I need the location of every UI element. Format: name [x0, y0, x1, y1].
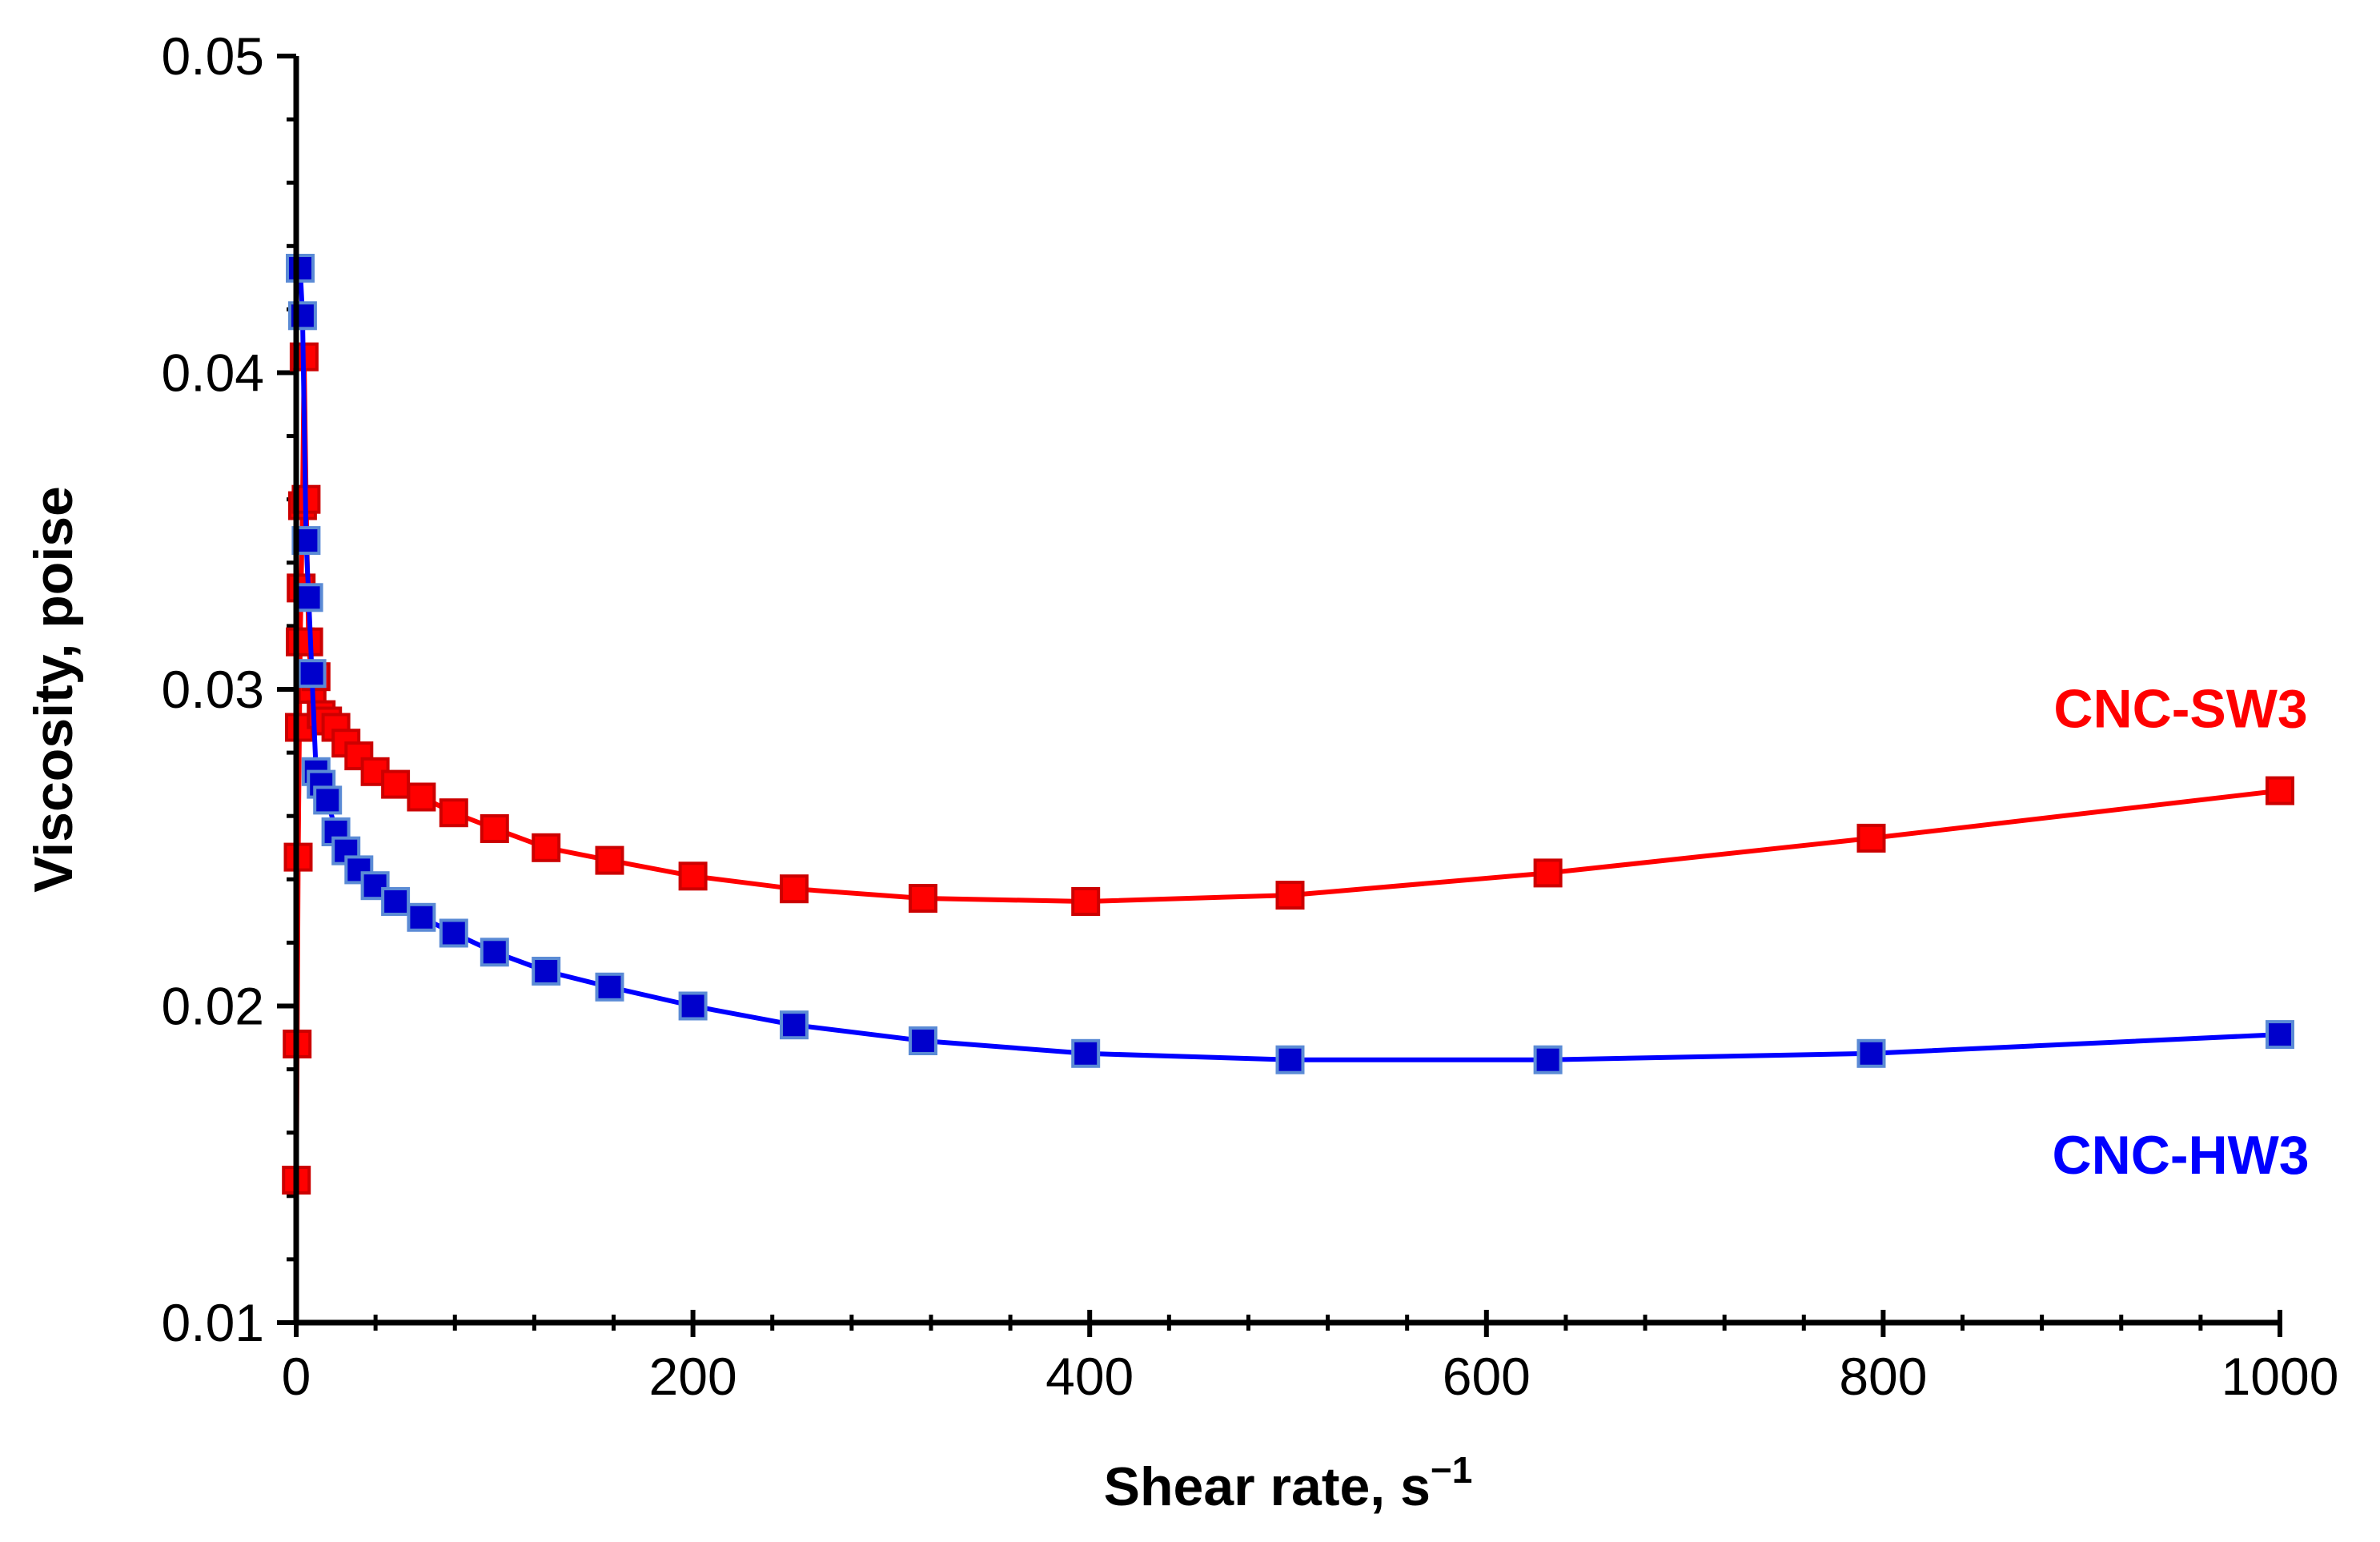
tick-labels: 0 200 400 600 800 1000 0.01 0.02 0.03 0.04 0.05	[162, 26, 2339, 1406]
data-point-cnc-hw3	[480, 938, 509, 967]
data-point-cnc-hw3	[381, 887, 411, 916]
data-point-cnc-hw3	[297, 659, 327, 689]
data-point-cnc-sw3	[1275, 881, 1305, 910]
data-point-cnc-hw3	[286, 254, 315, 283]
x-tick-label: 400	[1046, 1347, 1134, 1406]
data-point-cnc-hw3	[1856, 1038, 1886, 1068]
series-label-cnc-sw3: CNC-SW3	[2053, 678, 2307, 739]
y-tick-label: 0.03	[162, 660, 264, 719]
data-point-cnc-hw3	[1533, 1045, 1563, 1074]
x-tick-label: 600	[1443, 1347, 1531, 1406]
data-point-cnc-sw3	[909, 884, 937, 913]
data-point-cnc-hw3	[313, 785, 343, 815]
data-point-cnc-sw3	[2266, 776, 2294, 805]
x-axis-title: Shear rate, s−1	[1104, 1449, 1473, 1517]
data-point-cnc-sw3	[439, 798, 468, 828]
x-tick-label: 0	[282, 1347, 311, 1406]
series-label-cnc-hw3: CNC-HW3	[2053, 1125, 2310, 1186]
data-point-cnc-hw3	[1275, 1045, 1305, 1074]
data-point-cnc-sw3	[532, 833, 561, 862]
y-axis-title: Viscosity, poise	[23, 486, 84, 893]
y-tick-label: 0.02	[162, 977, 264, 1036]
data-point-cnc-sw3	[1071, 887, 1101, 916]
data-point-cnc-hw3	[1071, 1038, 1101, 1068]
data-point-cnc-sw3	[381, 769, 411, 799]
x-tick-label: 1000	[2221, 1347, 2339, 1406]
data-point-cnc-hw3	[780, 1010, 809, 1040]
data-point-cnc-sw3	[407, 782, 436, 812]
series-layer: CNC-SW3 CNC-HW3	[282, 254, 2310, 1195]
x-tick-label: 200	[649, 1347, 737, 1406]
series-cnc-hw3: CNC-HW3	[286, 254, 2310, 1186]
data-point-cnc-sw3	[1533, 858, 1563, 888]
data-point-cnc-hw3	[2266, 1020, 2294, 1050]
data-point-cnc-hw3	[360, 871, 390, 901]
y-tick-label: 0.05	[162, 26, 264, 86]
data-point-cnc-sw3	[780, 874, 809, 904]
series-line-cnc-hw3	[298, 266, 2282, 1062]
data-point-cnc-hw3	[407, 902, 436, 932]
data-point-cnc-sw3	[1856, 823, 1886, 853]
axes	[293, 56, 2280, 1326]
y-tick-label: 0.04	[162, 343, 264, 403]
y-tick-label: 0.01	[162, 1293, 264, 1352]
data-point-cnc-hw3	[294, 583, 323, 612]
major-ticks	[277, 54, 2282, 1337]
data-point-cnc-hw3	[909, 1026, 937, 1055]
data-point-cnc-hw3	[595, 972, 624, 1002]
x-tick-label: 800	[1839, 1347, 1927, 1406]
data-point-cnc-hw3	[439, 918, 468, 948]
x-axis-title-main: Shear rate, s	[1104, 1456, 1431, 1517]
data-point-cnc-sw3	[678, 861, 708, 891]
data-point-cnc-sw3	[595, 845, 624, 875]
data-point-cnc-sw3	[480, 814, 509, 843]
x-axis-title-superscript: −1	[1431, 1449, 1472, 1491]
data-point-cnc-hw3	[532, 957, 561, 986]
data-point-cnc-hw3	[678, 991, 708, 1021]
minor-ticks	[287, 117, 2203, 1331]
